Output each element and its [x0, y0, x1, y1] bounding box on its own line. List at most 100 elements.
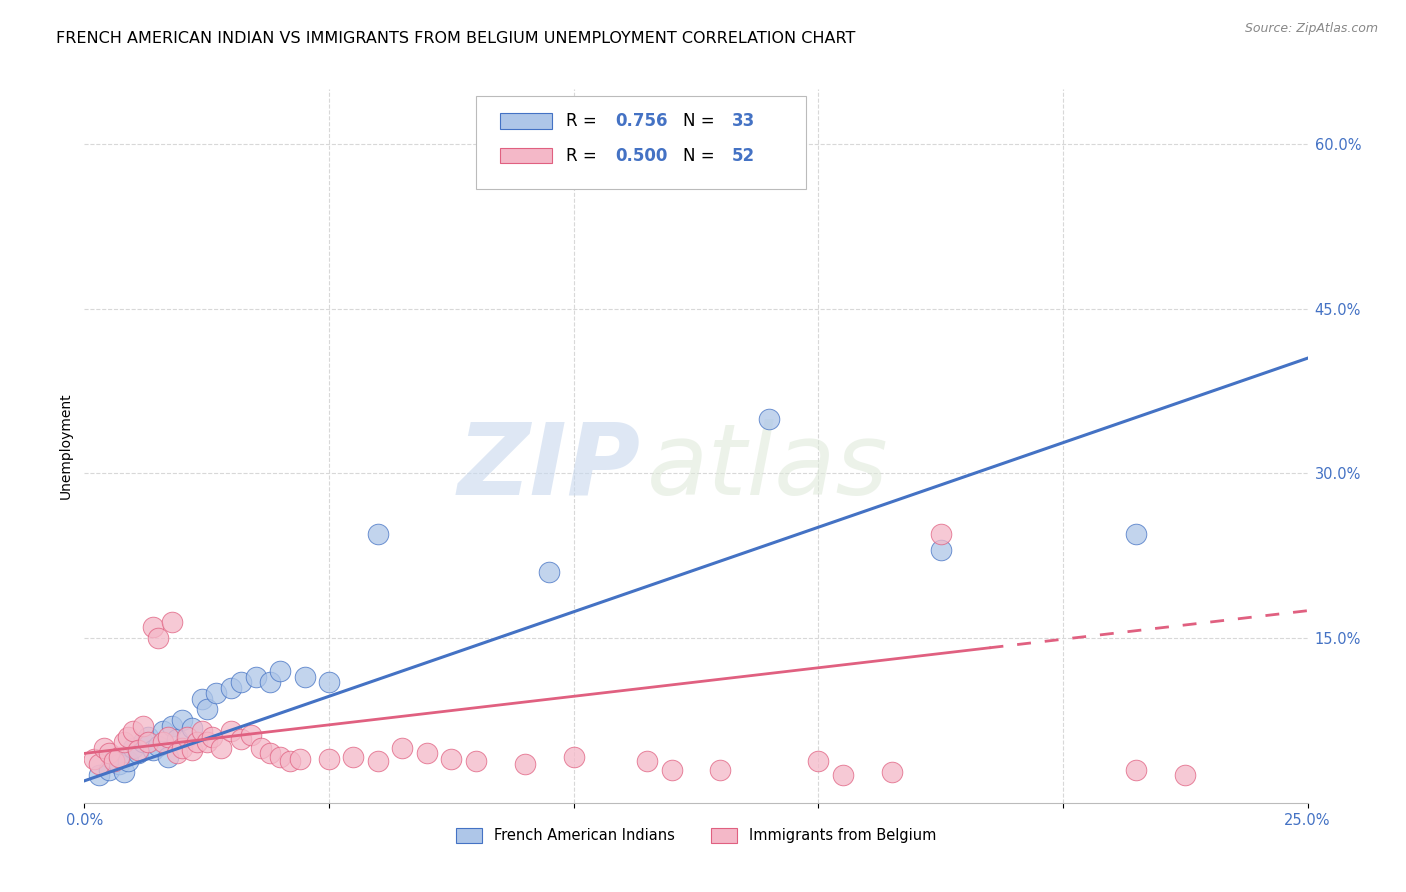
Point	[156, 749, 179, 764]
Text: 0.500: 0.500	[616, 146, 668, 164]
Text: R =: R =	[567, 112, 602, 130]
Point	[1174, 768, 1197, 782]
Point	[209, 740, 232, 755]
Point	[191, 691, 214, 706]
Point	[288, 752, 311, 766]
Point	[172, 740, 194, 755]
Point	[107, 757, 129, 772]
Point	[880, 765, 903, 780]
Point	[142, 620, 165, 634]
Point	[391, 740, 413, 755]
Point	[195, 702, 218, 716]
Point	[538, 566, 561, 580]
Point	[181, 743, 204, 757]
Point	[112, 765, 135, 780]
Point	[122, 740, 145, 755]
Point	[132, 735, 155, 749]
Point	[132, 719, 155, 733]
Point	[807, 754, 830, 768]
Point	[249, 740, 271, 755]
Point	[229, 732, 252, 747]
Point	[97, 747, 120, 761]
Point	[342, 749, 364, 764]
FancyBboxPatch shape	[501, 148, 551, 163]
Point	[367, 754, 389, 768]
Text: ZIP: ZIP	[458, 419, 641, 516]
Text: N =: N =	[682, 146, 720, 164]
Point	[239, 728, 262, 742]
Point	[122, 724, 145, 739]
Point	[107, 749, 129, 764]
Text: R =: R =	[567, 146, 602, 164]
Point	[219, 724, 242, 739]
Point	[229, 675, 252, 690]
Point	[269, 749, 291, 764]
Point	[464, 754, 486, 768]
Point	[117, 754, 139, 768]
Point	[162, 719, 184, 733]
Text: 0.756: 0.756	[616, 112, 668, 130]
Point	[1125, 526, 1147, 541]
Point	[87, 757, 110, 772]
Point	[831, 768, 853, 782]
Point	[661, 763, 683, 777]
Point	[269, 664, 291, 678]
Text: 52: 52	[731, 146, 755, 164]
Text: N =: N =	[682, 112, 720, 130]
Point	[146, 631, 169, 645]
FancyBboxPatch shape	[501, 113, 551, 129]
Point	[152, 735, 174, 749]
Point	[83, 752, 105, 766]
Text: Source: ZipAtlas.com: Source: ZipAtlas.com	[1244, 22, 1378, 36]
Point	[87, 768, 110, 782]
Point	[136, 730, 159, 744]
Point	[195, 735, 218, 749]
Point	[127, 747, 149, 761]
Point	[181, 721, 204, 735]
Point	[166, 732, 188, 747]
Point	[1125, 763, 1147, 777]
Point	[562, 749, 585, 764]
Point	[416, 747, 439, 761]
Point	[929, 526, 952, 541]
Point	[117, 730, 139, 744]
Point	[200, 730, 222, 744]
Point	[259, 675, 281, 690]
Point	[162, 615, 184, 629]
Point	[367, 526, 389, 541]
Point	[97, 763, 120, 777]
Point	[318, 752, 340, 766]
Legend: French American Indians, Immigrants from Belgium: French American Indians, Immigrants from…	[450, 822, 942, 849]
Point	[146, 739, 169, 753]
Point	[205, 686, 228, 700]
Point	[176, 730, 198, 744]
Point	[103, 754, 125, 768]
Point	[103, 752, 125, 766]
Point	[142, 743, 165, 757]
Point	[152, 724, 174, 739]
Point	[929, 543, 952, 558]
Point	[219, 681, 242, 695]
Point	[636, 754, 658, 768]
Point	[112, 735, 135, 749]
Y-axis label: Unemployment: Unemployment	[59, 392, 73, 500]
Point	[758, 411, 780, 425]
Point	[318, 675, 340, 690]
FancyBboxPatch shape	[475, 96, 806, 189]
Point	[136, 735, 159, 749]
Point	[440, 752, 463, 766]
Point	[245, 669, 267, 683]
Point	[278, 754, 301, 768]
Text: FRENCH AMERICAN INDIAN VS IMMIGRANTS FROM BELGIUM UNEMPLOYMENT CORRELATION CHART: FRENCH AMERICAN INDIAN VS IMMIGRANTS FRO…	[56, 31, 856, 46]
Point	[709, 763, 731, 777]
Point	[513, 757, 536, 772]
Point	[172, 714, 194, 728]
Point	[127, 743, 149, 757]
Point	[156, 730, 179, 744]
Point	[294, 669, 316, 683]
Point	[93, 740, 115, 755]
Point	[166, 747, 188, 761]
Text: atlas: atlas	[647, 419, 889, 516]
Point	[191, 724, 214, 739]
Point	[186, 735, 208, 749]
